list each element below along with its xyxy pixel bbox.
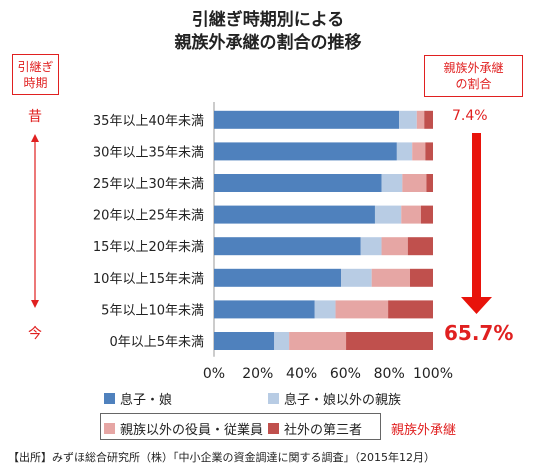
bar-segment-2-2 [402,174,427,192]
legend-label-3: 社外の第三者 [284,423,363,438]
x-tick-label-5: 100% [413,366,453,382]
bar-segment-3-2 [401,205,421,224]
x-tick-label-1: 20% [242,366,273,382]
bar-segment-1-0 [214,142,397,161]
pct-top-label: 7.4% [452,108,488,124]
legend-swatch-0 [104,393,115,404]
bar-segment-1-2 [412,142,426,161]
legend-swatch-3 [268,423,279,434]
bar-segment-2-0 [214,174,382,192]
chart-title-line1: 引継ぎ時期別による [191,10,345,30]
trend-down-arrow [461,133,492,314]
category-label-5: 10年以上15年未満 [93,272,204,287]
pct-bottom-label: 65.7% [444,321,514,345]
x-tick-label-0: 0% [203,366,225,382]
bar-segment-6-0 [214,300,315,319]
bar-segment-4-2 [381,237,408,256]
left-axis-label-line2: 時期 [23,75,48,90]
x-tick-label-4: 80% [374,366,405,382]
legend-item-2: 親族以外の役員・従業員 [104,419,263,438]
bar-segment-5-3 [410,268,433,287]
bar-segment-3-0 [214,205,375,224]
legend-swatch-2 [104,423,115,434]
category-label-2: 25年以上30年未満 [93,177,204,192]
bar-segment-2-1 [381,174,403,192]
category-label-6: 5年以上10年未満 [101,303,204,318]
legend-label-1: 息子・娘以外の親族 [284,393,402,408]
timeline-arrow [31,134,39,308]
bar-segment-2-3 [426,174,433,192]
legend-swatch-1 [268,393,279,404]
bar-segment-1-3 [425,142,433,161]
bar-segment-0-0 [214,110,400,129]
bar-segment-0-2 [416,110,425,129]
bar-segment-6-3 [388,300,433,319]
bar-segment-4-0 [214,237,361,256]
bar-segment-0-1 [399,110,417,129]
bar-segment-5-1 [341,268,372,287]
bar-segment-5-0 [214,268,342,287]
category-label-4: 15年以上20年未満 [93,240,204,255]
legend-family-outside-label: 親族外承継 [391,423,457,438]
right-axis-label-line2: の割合 [455,77,492,91]
present-mark: 今 [28,326,42,342]
legend-item-3: 社外の第三者 [268,419,362,438]
legend-label-0: 息子・娘 [120,393,173,408]
right-axis-label-box: 親族外承継 の割合 [424,55,523,97]
x-tick-label-2: 40% [286,366,317,382]
bar-segment-6-2 [335,300,389,319]
legend-item-0: 息子・娘 [104,389,172,408]
bar-segment-6-1 [314,300,336,319]
left-axis-label-box: 引継ぎ 時期 [12,54,59,95]
left-axis-label-line1: 引継ぎ [17,59,54,74]
x-tick-label-3: 60% [330,366,361,382]
category-label-1: 30年以上35年未満 [93,145,204,160]
bar-segment-7-1 [274,332,290,350]
bar-segment-5-2 [371,268,411,287]
category-label-0: 35年以上40年未満 [93,114,204,129]
source-note: 【出所】みずほ総合研究所（株）「中小企業の資金調達に関する調査」（2015年12… [8,451,435,464]
bar-segment-4-1 [360,237,382,256]
bar-segment-7-2 [289,332,347,350]
right-axis-label-line1: 親族外承継 [443,61,504,75]
bar-segment-7-3 [346,332,433,350]
bar-segment-3-3 [420,205,433,224]
category-label-7: 0年以上5年未満 [109,335,204,350]
bar-segment-7-0 [214,332,275,350]
bar-segment-1-1 [396,142,413,161]
category-label-3: 20年以上25年未満 [93,209,204,224]
chart-title-line2: 親族外承継の割合の推移 [174,33,362,53]
bar-segment-4-3 [407,237,433,256]
bar-segment-3-1 [374,205,402,224]
legend-family-outside-box [100,413,381,440]
bar-segment-0-3 [424,110,433,129]
legend-label-2: 親族以外の役員・従業員 [120,423,264,438]
legend-item-1: 息子・娘以外の親族 [268,389,401,408]
past-mark: 昔 [28,109,42,125]
